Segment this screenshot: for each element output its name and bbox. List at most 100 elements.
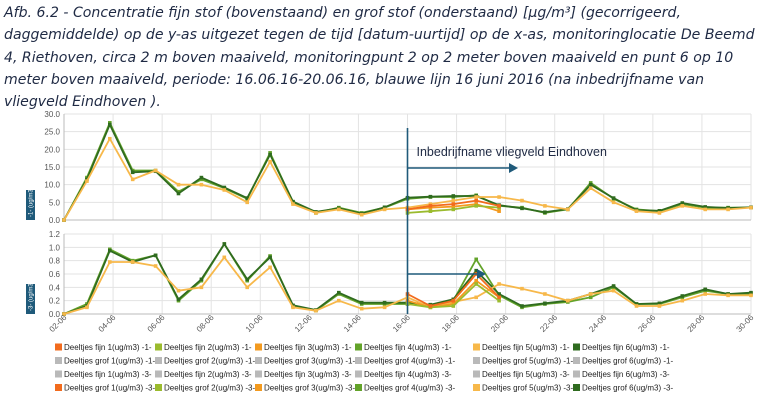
data-point[interactable] xyxy=(428,209,433,213)
data-point[interactable] xyxy=(153,168,158,173)
legend-item[interactable]: Deeltjes grof 3(ug/m3) -1- xyxy=(264,357,355,366)
data-point[interactable] xyxy=(611,288,616,293)
data-point[interactable] xyxy=(176,191,181,196)
data-point[interactable] xyxy=(428,194,433,199)
data-point[interactable] xyxy=(474,198,478,203)
data-point[interactable] xyxy=(62,312,66,316)
legend-item[interactable]: Deeltjes grof 6(ug/m3) -1- xyxy=(582,357,673,366)
data-point[interactable] xyxy=(314,308,318,313)
data-point[interactable] xyxy=(222,255,227,260)
data-point[interactable] xyxy=(428,204,433,208)
data-point[interactable] xyxy=(497,292,501,296)
legend-item[interactable]: Deeltjes grof 5(ug/m3) -1- xyxy=(482,357,573,366)
data-point[interactable] xyxy=(245,200,249,205)
data-point[interactable] xyxy=(451,202,456,206)
legend-item[interactable]: Deeltjes fijn 2(ug/m3) -3- xyxy=(164,370,252,379)
data-point[interactable] xyxy=(268,265,272,270)
legend-item[interactable]: Deeltjes fijn 1(ug/m3) -3- xyxy=(64,370,152,379)
data-point[interactable] xyxy=(588,292,593,296)
legend-item[interactable]: Deeltjes grof 1(ug/m3) -1- xyxy=(64,357,155,366)
data-point[interactable] xyxy=(680,298,685,303)
data-point[interactable] xyxy=(543,204,547,208)
data-point[interactable] xyxy=(726,293,730,298)
data-point[interactable] xyxy=(543,292,547,296)
data-point[interactable] xyxy=(451,204,456,209)
data-point[interactable] xyxy=(474,195,478,199)
data-point[interactable] xyxy=(703,207,707,212)
panel-tab[interactable] xyxy=(26,190,35,220)
data-point[interactable] xyxy=(291,303,295,308)
data-point[interactable] xyxy=(62,218,66,222)
data-point[interactable] xyxy=(428,304,433,308)
data-point[interactable] xyxy=(588,295,593,300)
data-point[interactable] xyxy=(359,306,364,311)
data-point[interactable] xyxy=(130,260,135,264)
data-point[interactable] xyxy=(566,207,570,212)
data-point[interactable] xyxy=(680,204,685,208)
data-point[interactable] xyxy=(588,186,593,190)
data-point[interactable] xyxy=(474,282,478,286)
data-point[interactable] xyxy=(222,185,227,190)
data-point[interactable] xyxy=(451,302,456,306)
data-point[interactable] xyxy=(314,211,318,215)
data-point[interactable] xyxy=(497,295,501,300)
data-point[interactable] xyxy=(291,305,295,310)
data-point[interactable] xyxy=(85,179,89,183)
legend-item[interactable]: Deeltjes fijn 4(ug/m3) -1- xyxy=(364,343,452,352)
data-point[interactable] xyxy=(85,305,89,310)
data-point[interactable] xyxy=(680,294,685,298)
legend-item[interactable]: Deeltjes grof 2(ug/m3) -1- xyxy=(164,357,255,366)
data-point[interactable] xyxy=(749,205,753,210)
legend-item[interactable]: Deeltjes fijn 5(ug/m3) -3- xyxy=(482,370,570,379)
data-point[interactable] xyxy=(245,196,249,200)
legend-item[interactable]: Deeltjes grof 5(ug/m3) -3- xyxy=(482,384,573,393)
data-point[interactable] xyxy=(474,257,478,262)
data-point[interactable] xyxy=(634,209,639,213)
data-point[interactable] xyxy=(268,255,272,260)
legend-item[interactable]: Deeltjes grof 4(ug/m3) -1- xyxy=(364,357,455,366)
data-point[interactable] xyxy=(520,286,524,291)
data-point[interactable] xyxy=(199,175,204,180)
data-point[interactable] xyxy=(451,194,456,198)
data-point[interactable] xyxy=(611,196,616,200)
data-point[interactable] xyxy=(497,282,501,286)
data-point[interactable] xyxy=(520,198,524,203)
data-point[interactable] xyxy=(726,207,730,212)
data-point[interactable] xyxy=(566,298,570,303)
data-point[interactable] xyxy=(703,205,707,209)
legend-item[interactable]: Deeltjes fijn 5(ug/m3) -1- xyxy=(482,343,570,352)
data-point[interactable] xyxy=(268,152,272,157)
data-point[interactable] xyxy=(543,301,547,306)
data-point[interactable] xyxy=(176,297,181,302)
data-point[interactable] xyxy=(657,211,662,215)
legend-item[interactable]: Deeltjes grof 6(ug/m3) -3- xyxy=(582,384,673,393)
data-point[interactable] xyxy=(520,206,524,211)
data-point[interactable] xyxy=(108,260,112,264)
legend-item[interactable]: Deeltjes grof 1(ug/m3) -3- xyxy=(64,384,155,393)
data-point[interactable] xyxy=(657,209,662,213)
data-point[interactable] xyxy=(703,292,707,296)
data-point[interactable] xyxy=(359,300,364,305)
legend-item[interactable]: Deeltjes fijn 6(ug/m3) -3- xyxy=(582,370,670,379)
data-point[interactable] xyxy=(291,202,295,206)
data-point[interactable] xyxy=(703,287,707,292)
panel-tab[interactable] xyxy=(26,284,35,314)
data-point[interactable] xyxy=(634,304,639,308)
data-point[interactable] xyxy=(268,159,272,164)
data-point[interactable] xyxy=(474,278,478,283)
data-point[interactable] xyxy=(657,301,662,306)
data-point[interactable] xyxy=(153,253,158,258)
data-point[interactable] xyxy=(634,302,639,306)
data-point[interactable] xyxy=(108,136,112,141)
data-point[interactable] xyxy=(382,300,387,305)
data-point[interactable] xyxy=(451,198,456,203)
data-point[interactable] xyxy=(153,264,158,268)
data-point[interactable] xyxy=(497,195,501,199)
legend-item[interactable]: Deeltjes grof 2(ug/m3) -3- xyxy=(164,384,255,393)
legend-item[interactable]: Deeltjes fijn 3(ug/m3) -1- xyxy=(264,343,352,352)
data-point[interactable] xyxy=(474,295,478,300)
data-point[interactable] xyxy=(451,304,456,308)
data-point[interactable] xyxy=(176,182,181,187)
data-point[interactable] xyxy=(222,242,227,246)
data-point[interactable] xyxy=(611,200,616,205)
